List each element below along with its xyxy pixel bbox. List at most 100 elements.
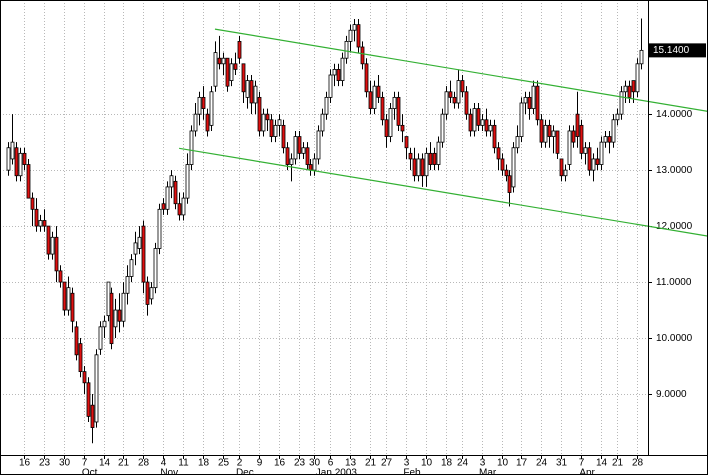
candle-body — [607, 136, 612, 143]
candle-body — [233, 63, 238, 70]
candle-body — [161, 203, 166, 210]
candle-body — [547, 124, 552, 137]
x-tick-label: 2 — [237, 458, 243, 469]
candle-body — [46, 225, 51, 255]
candle-body — [543, 124, 548, 143]
candle-body — [420, 158, 425, 177]
candle-body — [436, 141, 441, 165]
x-tick-label: 31 — [556, 458, 568, 469]
candle-body — [18, 152, 23, 177]
candle-body — [452, 96, 457, 104]
candle-body — [380, 96, 385, 121]
month-label: Dec — [236, 468, 254, 475]
candle-body — [257, 96, 262, 132]
candle-body — [444, 91, 449, 115]
candle-body — [563, 169, 568, 177]
candle-body — [340, 57, 345, 81]
candle-body — [70, 292, 75, 322]
month-label: Nov — [160, 468, 178, 475]
candle-body — [293, 136, 298, 160]
candle-body — [583, 147, 588, 154]
x-tick-label: 30 — [309, 458, 321, 469]
x-tick-label: 10 — [497, 458, 509, 469]
x-tick-label: 9 — [257, 458, 263, 469]
candle-body — [559, 158, 564, 177]
candle-body — [121, 292, 126, 322]
candle-body — [472, 108, 477, 132]
candle-body — [229, 63, 234, 81]
y-tick-label: 14.0000 — [656, 109, 693, 120]
candle-body — [404, 136, 409, 149]
candle-body — [265, 113, 270, 121]
candle-body — [535, 85, 540, 121]
candle-body — [567, 130, 572, 165]
candle-body — [639, 49, 644, 65]
candle-body — [619, 91, 624, 115]
candle-body — [368, 91, 373, 109]
candle-body — [448, 91, 453, 98]
candle-body — [38, 220, 43, 227]
x-tick-label: 3 — [480, 458, 486, 469]
candle-body — [372, 85, 377, 109]
candle-body — [82, 371, 87, 384]
x-tick-label: 18 — [441, 458, 453, 469]
x-tick-label: 24 — [457, 458, 469, 469]
month-label: Mar — [479, 468, 497, 475]
candle-body — [488, 124, 493, 132]
candle-body — [225, 57, 230, 87]
candle-body — [149, 287, 154, 300]
candle-body — [328, 74, 333, 98]
candle-body — [599, 141, 604, 165]
candle-body — [627, 85, 632, 98]
candle-body — [10, 141, 15, 160]
candle-body — [631, 80, 636, 93]
x-tick-label: 11 — [178, 458, 189, 469]
candle-body — [98, 326, 103, 350]
last-price-label: 15.1400 — [653, 45, 690, 56]
candle-body — [177, 203, 182, 216]
candle-body — [352, 24, 357, 31]
candle-body — [297, 136, 302, 154]
candle-body — [531, 85, 536, 109]
candle-body — [320, 113, 325, 132]
x-tick-label: 10 — [421, 458, 433, 469]
candle-body — [66, 287, 71, 311]
candle-body — [50, 236, 55, 255]
candle-body — [117, 309, 122, 322]
candle-body — [34, 208, 39, 227]
candle-body — [237, 41, 242, 59]
candle-body — [511, 147, 516, 188]
candle-body — [575, 113, 580, 137]
candle-body — [523, 96, 528, 104]
candle-body — [201, 96, 206, 109]
candle-body — [42, 220, 47, 227]
candle-body — [165, 186, 170, 210]
candle-body — [269, 119, 274, 137]
candle-body — [364, 63, 369, 93]
candle-body — [241, 63, 246, 93]
candle-body — [360, 46, 365, 65]
candle-body — [277, 119, 282, 126]
candle-body — [261, 113, 266, 132]
x-tick-label: 23 — [39, 458, 51, 469]
candle-body — [94, 354, 99, 423]
candle-body — [515, 136, 520, 149]
candle-body — [539, 119, 544, 143]
x-tick-label: 21 — [365, 458, 377, 469]
overlays: 9.0000 10.0000 11.0000 12.0000 13.0000 14.000… — [19, 28, 708, 475]
candle-body — [189, 130, 194, 165]
candle-body — [500, 158, 505, 171]
y-tick-label: 9.0000 — [656, 389, 687, 400]
candle-body — [305, 147, 310, 165]
candle-body — [551, 130, 556, 137]
month-label: Jan 2003 — [316, 468, 358, 475]
candle-body — [611, 119, 616, 143]
candle-body — [301, 147, 306, 154]
candle-body — [181, 197, 186, 216]
candle-body — [344, 41, 349, 59]
month-label: Apr — [579, 468, 595, 475]
candle-body — [384, 119, 389, 137]
candle-body — [336, 68, 341, 81]
candle-body — [217, 57, 222, 65]
